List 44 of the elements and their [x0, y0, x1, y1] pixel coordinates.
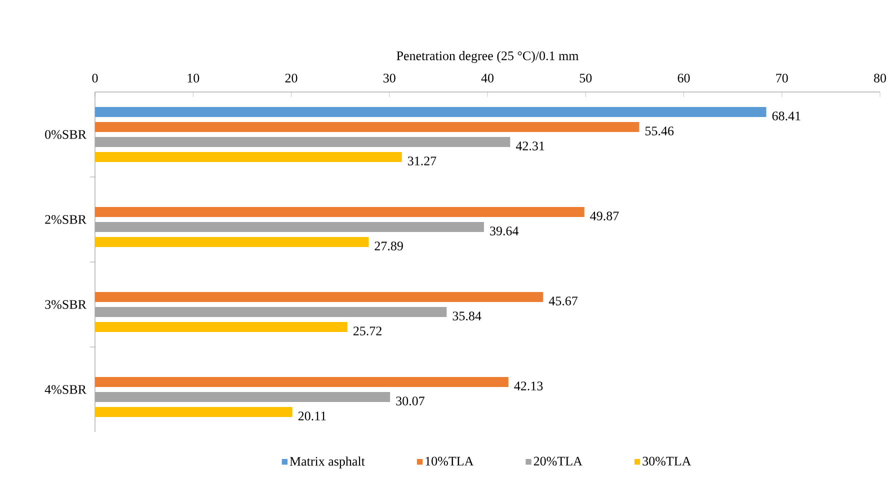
bar [95, 407, 292, 418]
x-tick-label: 20 [285, 74, 298, 82]
legend-label: 10%TLA [426, 456, 474, 466]
y-tick-label: 4%SBR [44, 385, 86, 394]
x-tick-label: 70 [776, 74, 788, 82]
bar [95, 137, 510, 148]
y-tick-label: 0%SBR [45, 130, 86, 139]
data-label: 45.67 [548, 296, 578, 306]
x-tick-label: 0 [92, 74, 98, 82]
x-tick-label: 10 [188, 74, 200, 82]
bar [95, 322, 348, 332]
data-label: 68.41 [772, 112, 800, 120]
legend-label: Matrix asphalt [290, 456, 365, 468]
y-tick-label: 2%SBR [45, 215, 86, 224]
bar [95, 377, 508, 388]
data-label: 30.07 [396, 396, 424, 406]
bar [95, 392, 390, 402]
bar [95, 237, 369, 248]
data-label: 49.87 [590, 212, 619, 220]
bar [95, 292, 544, 302]
data-label: 31.27 [408, 156, 436, 166]
data-label: 20.11 [298, 412, 326, 420]
x-tick-label: 50 [580, 74, 592, 82]
data-label: 42.13 [514, 382, 543, 390]
x-tick-label: 30 [384, 74, 396, 82]
legend-label: 30%TLA [642, 456, 692, 466]
data-label: 55.46 [645, 126, 674, 136]
x-tick-label: 60 [678, 74, 690, 82]
data-label: 39.64 [490, 226, 519, 236]
bar [95, 152, 402, 162]
x-tick-label: 80 [874, 74, 886, 82]
bar [95, 307, 447, 318]
data-label: 42.31 [516, 142, 544, 150]
x-tick-label: 40 [481, 74, 494, 82]
bar [95, 207, 584, 218]
bar [95, 122, 640, 132]
data-label: 25.72 [353, 326, 382, 336]
data-label: 35.84 [452, 312, 482, 320]
y-tick-label: 3%SBR [45, 300, 86, 309]
x-axis-title: Penetration degree (25 °C)/0.1 mm [396, 51, 579, 63]
bar [95, 222, 484, 232]
data-label: 27.89 [374, 242, 403, 250]
bar [95, 107, 766, 118]
legend-label: 20%TLA [534, 456, 582, 466]
